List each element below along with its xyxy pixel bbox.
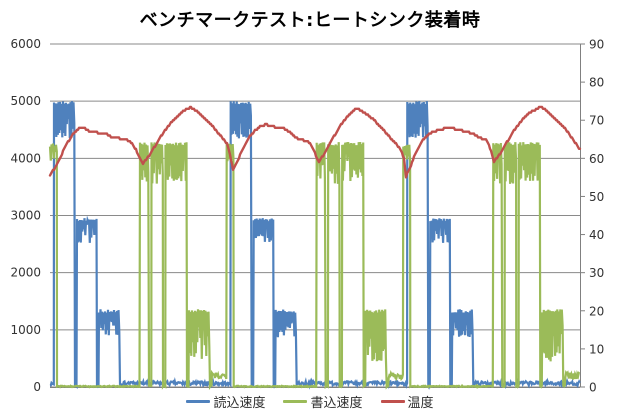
left-axis-tick-label: 1000	[10, 323, 41, 337]
right-axis-tick-label: 20	[589, 304, 604, 318]
write-speed-series	[48, 141, 581, 391]
legend-item-read: 読込速度	[186, 392, 265, 411]
right-axis-tick-label: 0	[589, 381, 597, 395]
left-axis-tick-label: 2000	[10, 266, 41, 280]
legend-item-write: 書込速度	[283, 392, 363, 411]
temperature-series	[48, 105, 582, 179]
left-axis-tick-label: 6000	[10, 37, 41, 51]
left-axis-labels: 0 1000 2000 3000 4000 5000 6000	[10, 37, 41, 394]
right-axis-tick-label: 60	[589, 152, 604, 166]
temperature-legend-marker	[380, 399, 405, 403]
left-axis-tick-label: 3000	[10, 209, 41, 223]
right-axis-tick-label: 90	[589, 38, 604, 52]
right-axis-tick-label: 50	[589, 190, 604, 204]
read-speed-legend-marker	[186, 399, 211, 403]
right-axis-tick-label: 40	[589, 228, 604, 242]
chart-title: ベンチマークテスト:ヒートシンク装着時	[139, 10, 481, 31]
left-axis-tick-label: 4000	[10, 151, 41, 165]
right-axis-tick-label: 70	[589, 114, 604, 128]
left-axis-tick-label: 5000	[10, 94, 41, 108]
read-speed-legend-label: 読込速度	[213, 395, 266, 411]
gridlines	[50, 43, 580, 388]
read-speed-series	[49, 101, 581, 390]
right-axis-tick-label: 30	[589, 266, 604, 280]
temperature-legend-label: 温度	[407, 395, 434, 411]
right-axis-tick-label: 10	[589, 342, 604, 356]
write-speed-legend-label: 書込速度	[310, 395, 363, 411]
series-layer	[48, 101, 582, 391]
left-axis-tick-label: 0	[33, 380, 41, 394]
write-speed-legend-marker	[283, 399, 308, 403]
legend-item-temperature: 温度	[380, 392, 434, 411]
right-axis-labels: 0 10 20 30 40 50 60 70 80 90	[589, 38, 604, 395]
right-axis-tick-label: 80	[589, 76, 604, 90]
legend: 読込速度 書込速度 温度	[0, 391, 620, 411]
